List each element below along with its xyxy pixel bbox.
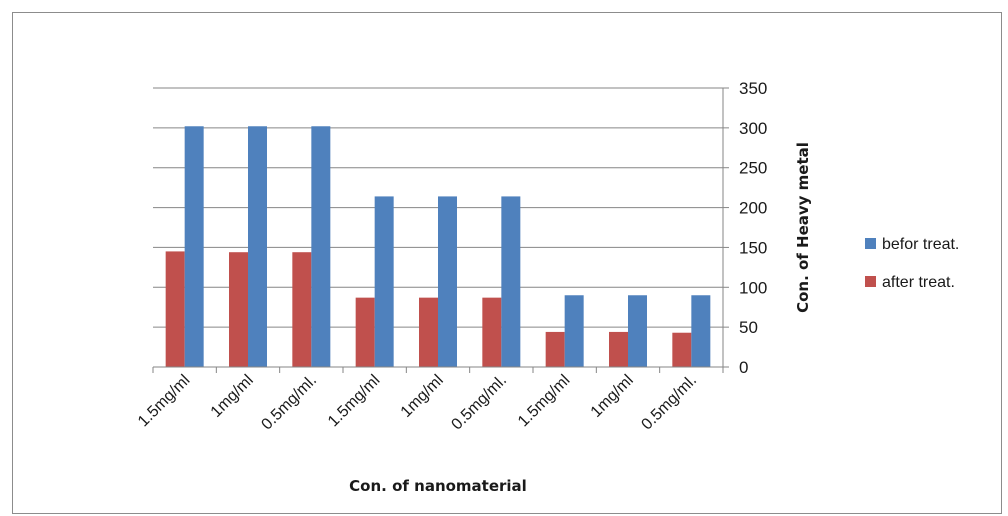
y-tick-label: 0 (739, 358, 748, 377)
y-axis-title: Con. of Heavy metal (794, 142, 812, 313)
x-axis-labels: 1.5mg/ml 1mg/ml 0.5mg/ml. 1.5mg/ml 1mg/ml 0.5… (135, 367, 724, 434)
bar (628, 295, 647, 367)
x-tick-label: 1.5mg/ml (325, 372, 384, 431)
bar (501, 196, 521, 367)
x-axis-title: Con. of nanomaterial (349, 477, 527, 495)
bar (229, 252, 248, 367)
y-tick-label: 300 (739, 119, 767, 138)
bar (545, 331, 565, 367)
x-tick-label: 0.5mg/ml. (448, 372, 510, 434)
bar (165, 251, 185, 367)
x-tick-label: 1.5mg/ml (135, 372, 194, 431)
bars (165, 126, 711, 368)
bar (482, 297, 502, 367)
chart-area: 0 50 100 150 200 250 300 350 1.5mg/ml 1mg/ml 0.5m… (12, 12, 1002, 514)
x-tick-label: 1.5mg/ml (515, 372, 574, 431)
x-tick-label: 1mg/ml (588, 372, 637, 421)
bar (438, 196, 457, 367)
y-axis: 0 50 100 150 200 250 300 350 (153, 79, 767, 377)
y-tick-label: 350 (739, 79, 767, 98)
x-tick-label: 1mg/ml (208, 372, 257, 421)
bar (374, 196, 394, 367)
y-tick-label: 250 (739, 159, 767, 178)
legend: befor treat. after treat. (865, 236, 959, 291)
bar (355, 297, 375, 367)
y-tick-label: 100 (739, 278, 767, 297)
legend-label: befor treat. (882, 236, 959, 253)
y-tick-label: 200 (739, 199, 767, 218)
bar (564, 295, 584, 367)
bar (184, 126, 204, 368)
x-tick-label: 0.5mg/ml. (638, 372, 700, 434)
bar (311, 126, 331, 368)
legend-label: after treat. (882, 274, 955, 291)
x-tick-label: 0.5mg/ml. (258, 372, 320, 434)
bar (691, 295, 711, 367)
bar (672, 332, 692, 367)
x-tick-label: 1mg/ml (398, 372, 447, 421)
bar (248, 126, 267, 368)
y-tick-label: 50 (739, 318, 758, 337)
legend-swatch (865, 238, 876, 249)
bar (419, 297, 438, 367)
bar (292, 252, 312, 367)
bar (609, 331, 628, 367)
legend-swatch (865, 276, 876, 287)
y-tick-label: 150 (739, 238, 767, 257)
